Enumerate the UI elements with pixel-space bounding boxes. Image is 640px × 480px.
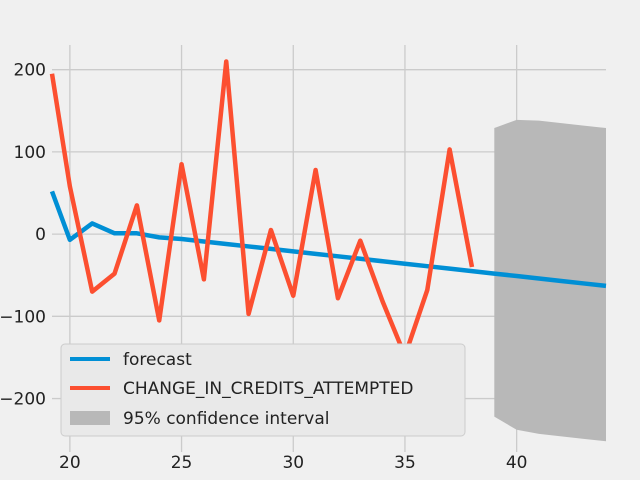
- x-tick-label: 30: [282, 453, 304, 473]
- y-tick-label: −100: [0, 307, 46, 327]
- x-tick-label: 25: [171, 453, 193, 473]
- y-tick-label: 0: [35, 225, 46, 245]
- y-tick-label: 200: [14, 61, 46, 81]
- x-tick-label: 35: [394, 453, 416, 473]
- y-tick-label: −200: [0, 390, 46, 410]
- legend: forecast CHANGE_IN_CREDITS_ATTEMPTED 95%…: [60, 343, 466, 437]
- legend-swatch-confidence-interval: [70, 411, 110, 425]
- tick-labels: 20 25 30 35 40 −200 −100 0 100 200: [0, 61, 527, 473]
- x-tick-label: 40: [506, 453, 528, 473]
- y-tick-label: 100: [14, 143, 46, 163]
- x-tick-label: 20: [59, 453, 81, 473]
- legend-box: [60, 343, 466, 437]
- legend-label-forecast: forecast: [123, 350, 192, 370]
- legend-label-change-in-credits-attempted: CHANGE_IN_CREDITS_ATTEMPTED: [123, 379, 414, 399]
- change-in-credits-attempted-line: [49, 59, 475, 359]
- legend-label-confidence-interval: 95% confidence interval: [123, 409, 329, 429]
